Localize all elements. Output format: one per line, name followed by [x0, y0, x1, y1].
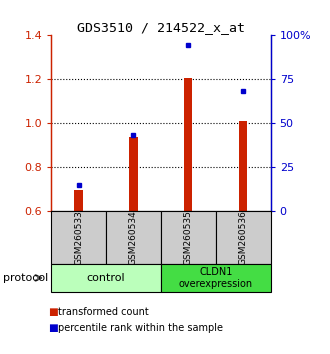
- Text: ■: ■: [48, 323, 58, 333]
- Text: transformed count: transformed count: [58, 307, 148, 317]
- Bar: [75, 190, 83, 211]
- Text: CLDN1
overexpression: CLDN1 overexpression: [179, 267, 253, 289]
- FancyBboxPatch shape: [161, 264, 271, 292]
- FancyBboxPatch shape: [216, 211, 271, 264]
- Text: ■: ■: [48, 307, 58, 317]
- Title: GDS3510 / 214522_x_at: GDS3510 / 214522_x_at: [77, 21, 245, 34]
- Text: percentile rank within the sample: percentile rank within the sample: [58, 323, 223, 333]
- Text: GSM260535: GSM260535: [184, 210, 193, 265]
- Bar: [129, 137, 138, 211]
- Bar: [239, 121, 247, 211]
- FancyBboxPatch shape: [51, 211, 106, 264]
- Text: control: control: [87, 273, 125, 283]
- Text: protocol: protocol: [3, 273, 49, 283]
- Text: GSM260534: GSM260534: [129, 210, 138, 265]
- FancyBboxPatch shape: [161, 211, 216, 264]
- Bar: [184, 78, 192, 211]
- Text: GSM260536: GSM260536: [239, 210, 248, 265]
- FancyBboxPatch shape: [106, 211, 161, 264]
- FancyBboxPatch shape: [51, 264, 161, 292]
- Text: GSM260533: GSM260533: [74, 210, 83, 265]
